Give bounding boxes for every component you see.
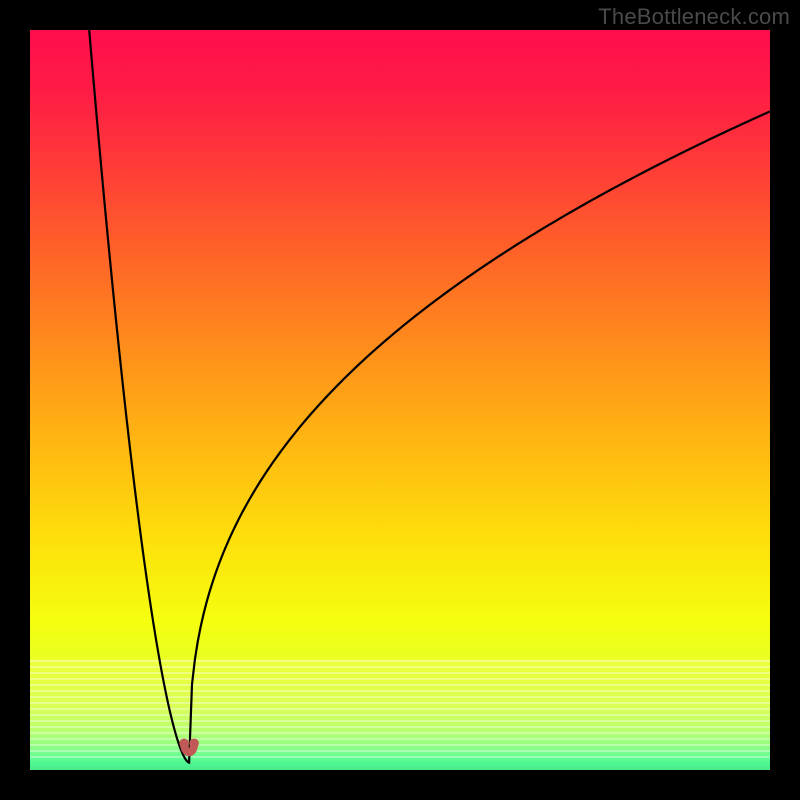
bottleneck-chart [0, 0, 800, 800]
valley-dot [189, 738, 199, 748]
plot-area [30, 30, 770, 770]
valley-dot [179, 738, 189, 748]
watermark-text: TheBottleneck.com [598, 4, 790, 30]
